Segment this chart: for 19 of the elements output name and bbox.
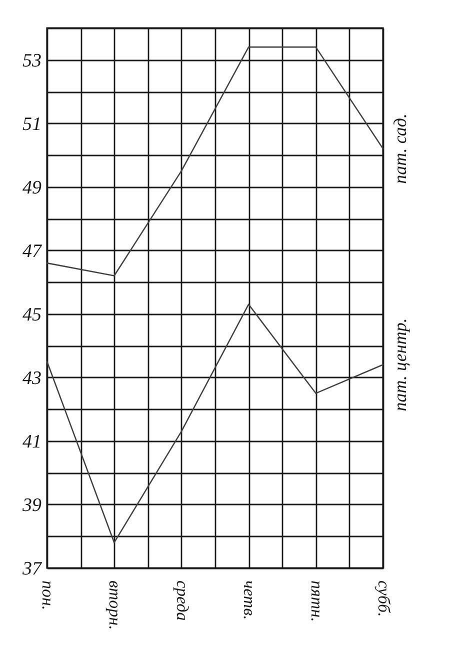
x-tick-label: среда	[172, 580, 192, 621]
y-tick-label: 39	[22, 494, 42, 516]
y-tick-label: 53	[22, 50, 42, 72]
y-tick-label: 49	[22, 177, 42, 198]
text: пат. центр.	[390, 318, 410, 412]
y-tick-label: 37	[22, 558, 43, 580]
y-tick-label: 41	[22, 431, 42, 452]
line-series	[46, 46, 384, 276]
text: пат. сад.	[390, 114, 410, 184]
x-tick-label: пятн.	[307, 580, 326, 622]
y-tick-label: 43	[22, 368, 42, 389]
y-tick-label: 45	[22, 304, 42, 326]
x-tick-label: пон.	[38, 580, 58, 610]
x-tick-label: четв.	[240, 580, 260, 620]
line-series	[46, 304, 384, 544]
x-tick-label: вторн.	[106, 580, 125, 630]
y-tick-label: 51	[22, 114, 42, 135]
y-tick-label: 47	[22, 240, 43, 262]
x-tick-label: субб.	[374, 580, 394, 617]
